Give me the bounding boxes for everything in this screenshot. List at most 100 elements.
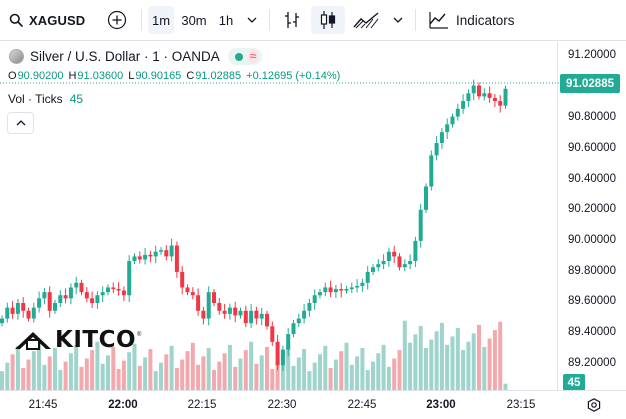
kitco-logo-icon xyxy=(15,332,51,350)
candle xyxy=(227,307,232,314)
price-scale[interactable] xyxy=(557,42,626,390)
volume-bar xyxy=(429,339,434,390)
volume-bar xyxy=(296,357,301,390)
volume-bar xyxy=(482,346,487,390)
volume-bar xyxy=(291,365,296,390)
market-status-pill[interactable]: ≈ xyxy=(227,48,263,65)
volume-bar xyxy=(487,338,492,390)
volume-bar xyxy=(355,356,360,390)
collapse-legend-button[interactable] xyxy=(7,112,34,134)
current-price-badge: 91.02885 xyxy=(560,74,620,93)
kitco-watermark: KITCO ® xyxy=(13,327,141,353)
low-value: 90.90165 xyxy=(135,70,182,82)
change-value: +0.12695 (+0.14%) xyxy=(246,70,341,82)
price-label: 89.40000 xyxy=(568,326,616,338)
candle xyxy=(344,289,349,291)
volume-bar xyxy=(21,367,26,390)
volume-bar xyxy=(137,365,142,390)
volume-bar xyxy=(153,371,158,390)
compare-symbol-button[interactable] xyxy=(102,6,132,34)
volume-bar xyxy=(206,348,211,390)
interval-1h-button[interactable]: 1h xyxy=(218,12,234,28)
candle xyxy=(307,303,312,311)
volume-bar xyxy=(159,362,163,390)
candles-icon xyxy=(320,11,336,29)
candle xyxy=(58,295,63,303)
volume-bar xyxy=(15,345,20,390)
candle xyxy=(159,250,163,252)
candle xyxy=(106,287,110,293)
area-chart-type-button[interactable] xyxy=(350,6,382,34)
candle xyxy=(477,85,481,97)
candle xyxy=(376,264,381,268)
volume-bar xyxy=(492,330,497,390)
volume-bar xyxy=(169,345,174,390)
price-label: 90.20000 xyxy=(568,203,616,215)
candle xyxy=(196,295,201,311)
volume-bar xyxy=(424,348,428,390)
time-label: 23:00 xyxy=(426,399,456,411)
candle xyxy=(233,307,238,316)
time-label: 22:00 xyxy=(108,399,138,411)
current-price-line xyxy=(0,82,560,84)
candle xyxy=(471,85,476,94)
volume-bar xyxy=(26,359,31,390)
volume-bar xyxy=(190,342,195,390)
bar-chart-type-button[interactable] xyxy=(277,6,307,34)
volume-bar xyxy=(10,354,15,390)
toolbar-divider xyxy=(269,9,270,31)
volume-bar xyxy=(259,355,264,390)
volume-bar xyxy=(455,328,460,390)
volume-bar xyxy=(100,363,105,390)
volume-bar xyxy=(180,359,185,390)
time-label: 23:15 xyxy=(506,399,536,411)
volume-bar xyxy=(344,342,349,390)
price-chart[interactable] xyxy=(0,42,557,390)
symbol-search[interactable]: XAGUSD xyxy=(0,0,98,41)
volume-bar xyxy=(222,353,227,390)
volume-legend: Vol · Ticks 45 xyxy=(8,92,83,106)
candle xyxy=(148,254,153,257)
volume-bar xyxy=(302,349,307,390)
candle xyxy=(445,124,450,133)
candle xyxy=(254,310,259,319)
interval-dropdown[interactable] xyxy=(244,6,260,34)
volume-bar xyxy=(249,341,254,390)
candle xyxy=(312,295,317,303)
volume-bar xyxy=(466,341,471,390)
candle xyxy=(487,93,492,98)
candle xyxy=(280,349,285,366)
candle xyxy=(429,155,434,187)
volume-bar xyxy=(37,342,42,390)
candle xyxy=(408,261,413,265)
settings-icon[interactable] xyxy=(587,398,601,412)
candle xyxy=(10,307,15,314)
candle xyxy=(461,101,466,109)
candle xyxy=(137,256,142,260)
volume-bar xyxy=(418,325,423,390)
candle xyxy=(21,303,26,311)
interval-30m-button[interactable]: 30m xyxy=(181,12,207,28)
candle xyxy=(424,186,428,210)
volume-bar xyxy=(339,351,344,390)
volume-bar xyxy=(79,366,84,390)
volume-bar xyxy=(445,344,450,390)
interval-1m-button[interactable]: 1m xyxy=(148,6,174,34)
volume-bar xyxy=(95,341,100,390)
volume-bar xyxy=(5,362,10,390)
candle xyxy=(185,287,190,293)
candle xyxy=(111,287,116,290)
volume-bar xyxy=(31,351,36,390)
candle xyxy=(450,116,455,125)
volume-bar xyxy=(328,367,333,390)
candle xyxy=(418,209,423,241)
candle xyxy=(127,261,132,296)
indicators-button[interactable]: Indicators xyxy=(425,6,519,34)
kitco-text: KITCO xyxy=(55,327,137,353)
candles-chart-type-button[interactable] xyxy=(311,6,345,34)
candle xyxy=(434,142,439,156)
time-scale[interactable] xyxy=(0,390,626,419)
volume-bar xyxy=(312,362,317,390)
chart-type-dropdown[interactable] xyxy=(390,6,406,34)
volume-bar xyxy=(503,383,508,390)
